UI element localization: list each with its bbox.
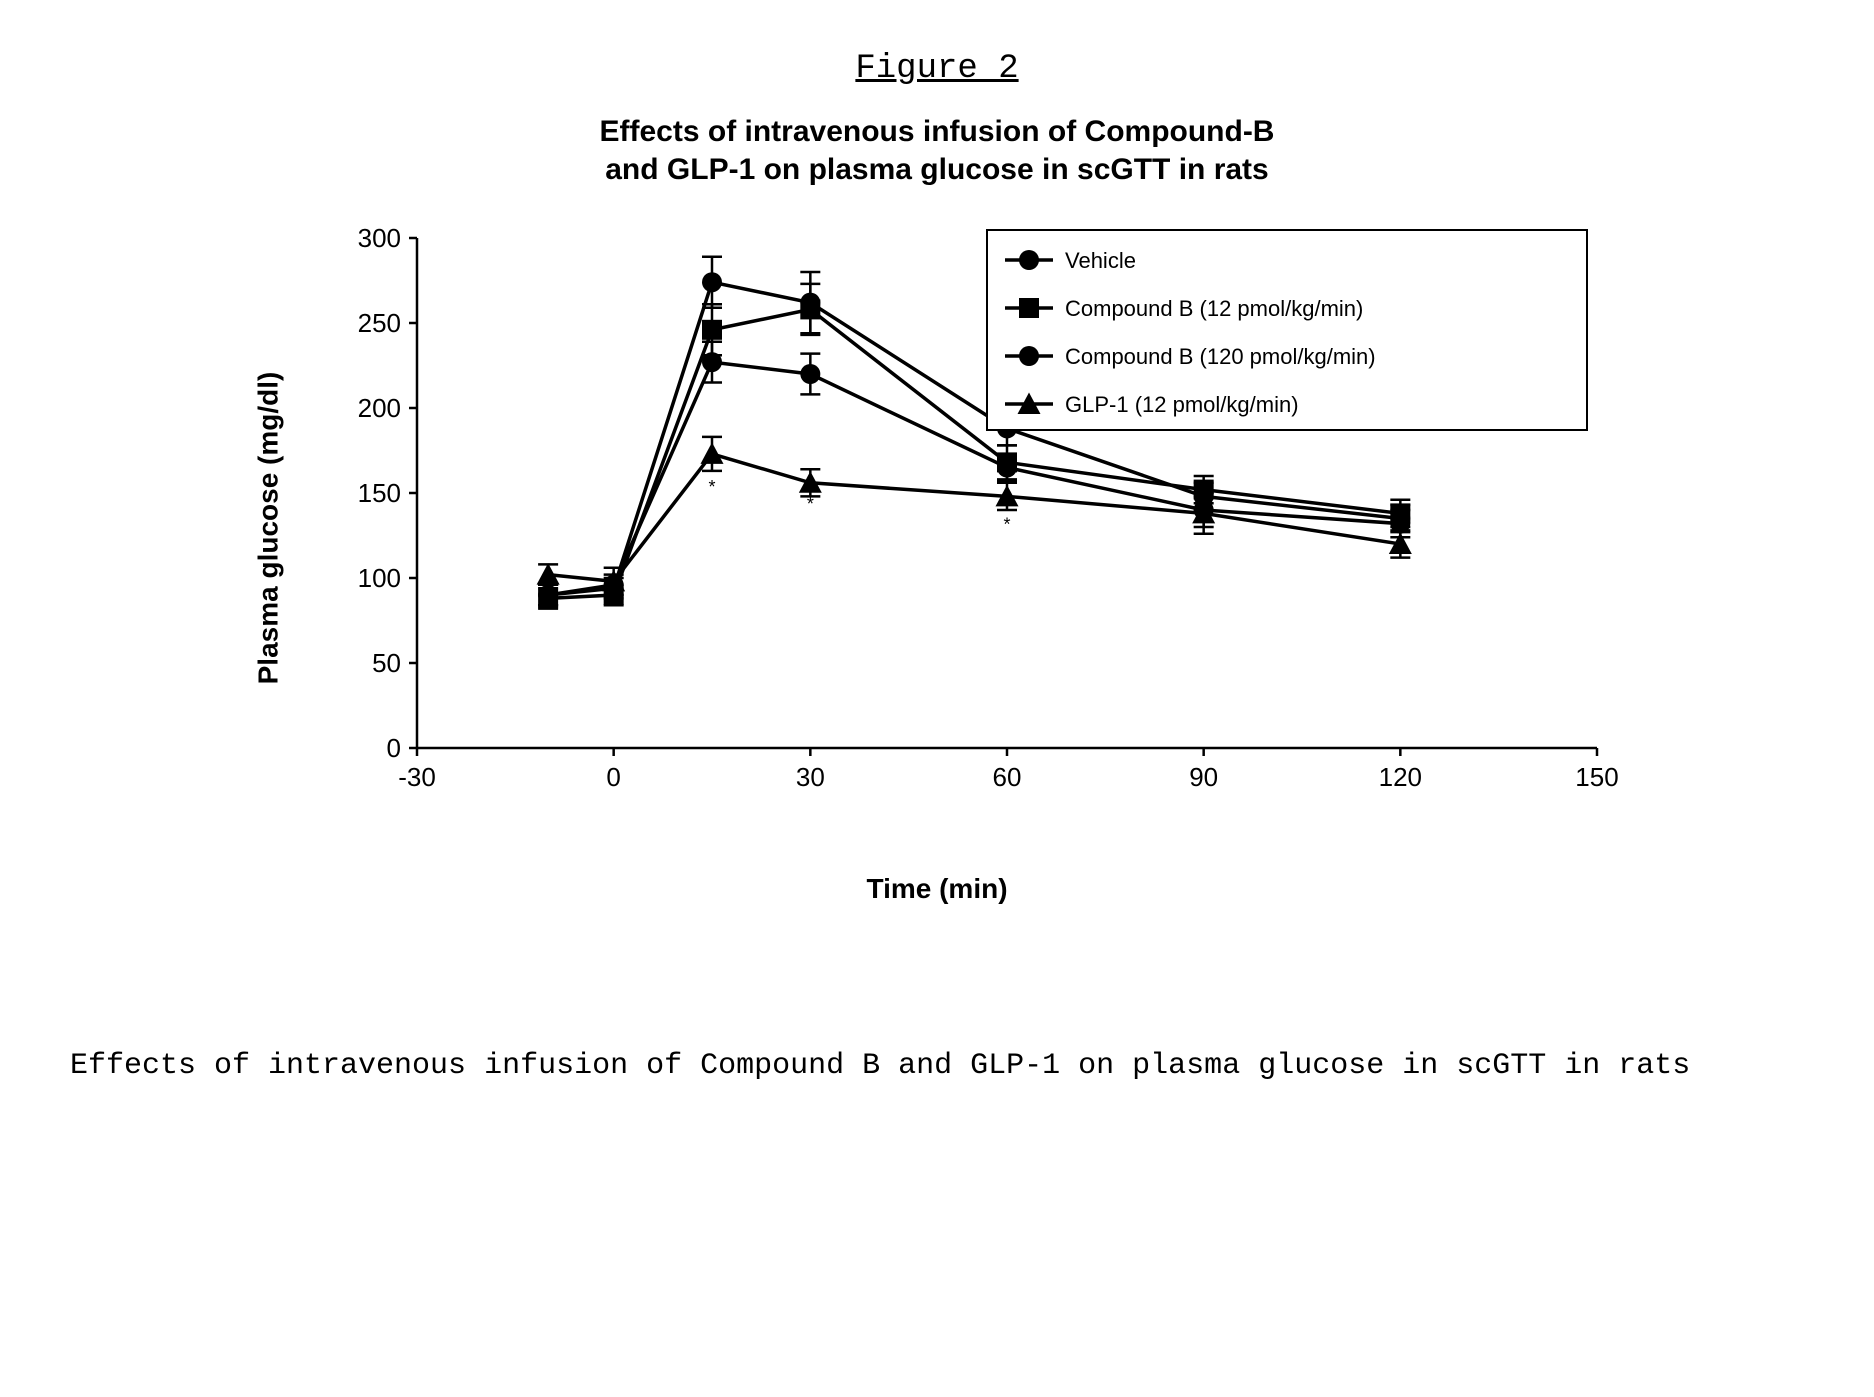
svg-text:Compound B (120 pmol/kg/min): Compound B (120 pmol/kg/min): [1065, 344, 1376, 369]
figure-caption: Effects of intravenous infusion of Compo…: [70, 1045, 1770, 1087]
svg-text:Vehicle: Vehicle: [1065, 248, 1136, 273]
svg-text:0: 0: [606, 762, 620, 792]
figure-label: Figure 2: [60, 50, 1814, 88]
svg-text:-30: -30: [398, 762, 436, 792]
svg-text:150: 150: [1575, 762, 1618, 792]
chart-title-line2: and GLP-1 on plasma glucose in scGTT in …: [605, 153, 1268, 186]
svg-text:60: 60: [993, 762, 1022, 792]
x-axis-label: Time (min): [60, 873, 1814, 905]
svg-text:300: 300: [358, 223, 401, 253]
svg-text:*: *: [1003, 514, 1010, 534]
svg-text:0: 0: [387, 733, 401, 763]
line-chart-svg: 050100150200250300-300306090120150***Veh…: [237, 208, 1637, 848]
svg-text:90: 90: [1189, 762, 1218, 792]
svg-text:50: 50: [372, 648, 401, 678]
svg-text:120: 120: [1379, 762, 1422, 792]
svg-text:30: 30: [796, 762, 825, 792]
svg-text:Compound B (12 pmol/kg/min): Compound B (12 pmol/kg/min): [1065, 296, 1363, 321]
svg-text:GLP-1 (12 pmol/kg/min): GLP-1 (12 pmol/kg/min): [1065, 392, 1299, 417]
svg-text:100: 100: [358, 563, 401, 593]
chart-container: Plasma glucose (mg/dl) 0 50 100 150 200 250 30…: [237, 208, 1637, 848]
svg-text:150: 150: [358, 478, 401, 508]
chart-title-line1: Effects of intravenous infusion of Compo…: [600, 115, 1275, 148]
svg-text:200: 200: [358, 393, 401, 423]
svg-text:*: *: [807, 494, 814, 514]
chart-title: Effects of intravenous infusion of Compo…: [387, 113, 1487, 188]
y-axis-label: Plasma glucose (mg/dl): [252, 372, 284, 685]
svg-text:250: 250: [358, 308, 401, 338]
svg-text:*: *: [708, 477, 715, 497]
